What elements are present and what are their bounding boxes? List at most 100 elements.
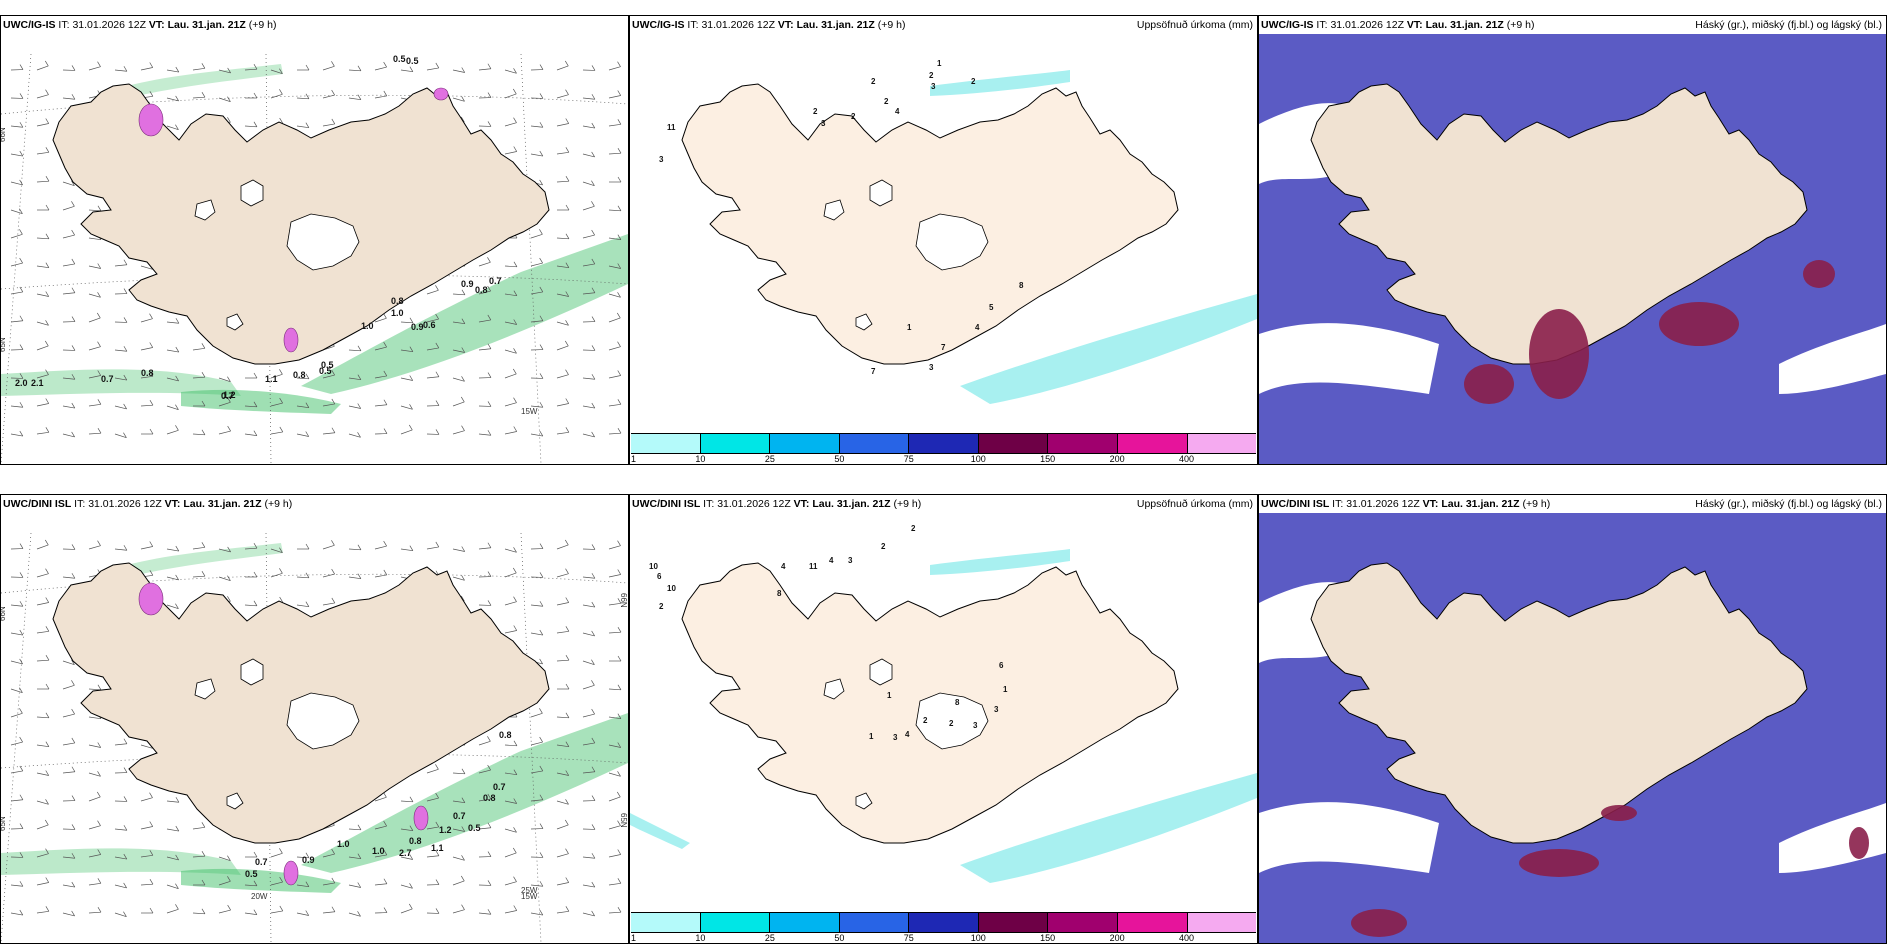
wind-barb-tick (565, 877, 570, 883)
wind-barb-tick (71, 345, 76, 351)
wind-barb (608, 688, 621, 691)
wind-barb-tick (45, 848, 49, 854)
wind-speed-label: 0.5 (321, 360, 334, 370)
wind-barb-tick (461, 318, 466, 324)
wind-barb-tick (461, 546, 466, 552)
wind-barb (400, 405, 413, 410)
wind-barb (400, 800, 413, 803)
wind-barb (452, 909, 465, 914)
wind-barb (192, 67, 205, 71)
wind-barb (62, 234, 75, 239)
wind-speed-label: 0.8 (483, 793, 496, 803)
wind-barb (608, 123, 621, 127)
precip-label: 1 (907, 323, 912, 332)
wind-barb (582, 713, 595, 718)
wind-barb-tick (513, 876, 517, 882)
wind-barb (88, 911, 101, 914)
wind-barb (556, 824, 569, 830)
wind-barb (166, 828, 179, 832)
wind-barb (270, 431, 283, 435)
wind-barb (140, 67, 153, 71)
wind-barb-tick (539, 315, 544, 321)
wind-barb-tick (123, 432, 127, 438)
wind-barb (296, 912, 309, 916)
wind-barb (478, 68, 491, 71)
wind-speed-label: 2.1 (31, 378, 44, 388)
wind-barb-tick (175, 825, 180, 832)
wind-barb-tick (19, 373, 24, 379)
wind-speed-label: 1.2 (223, 390, 236, 400)
wind-barb-tick (513, 117, 517, 123)
wind-barb-tick (539, 629, 544, 636)
wind-speed-label: 0.5 (468, 823, 481, 833)
colorbar-tick: 50 (834, 933, 845, 943)
wind-barb-tick (19, 286, 24, 293)
wind-barb-tick (617, 569, 622, 575)
wind-barb (36, 716, 49, 719)
precip-map: 22106102248113418313422316 (630, 513, 1257, 913)
wind-barb (166, 69, 179, 73)
wind-barb-tick (512, 847, 517, 854)
wind-barb-tick (539, 122, 544, 128)
wind-barb-tick (305, 601, 310, 607)
cloud-gap (1779, 324, 1886, 394)
wind-barb (62, 713, 75, 718)
wind-barb-tick (591, 374, 596, 380)
wind-barb-tick (97, 370, 102, 376)
wind-barb-tick (565, 654, 570, 661)
wind-barb (504, 744, 517, 747)
wind-barb (478, 433, 491, 436)
wind-barb (140, 375, 153, 379)
wind-barb-tick (71, 824, 76, 830)
wind-barb-tick (539, 909, 544, 916)
wind-barb-tick (591, 122, 596, 129)
wind-barb-tick (409, 796, 414, 803)
wind-barb (582, 884, 595, 888)
wind-barb-tick (513, 426, 518, 432)
wind-barb-tick (513, 348, 517, 354)
wind-barb (556, 772, 569, 776)
wind-barb-tick (513, 596, 517, 602)
wind-barb-tick (19, 229, 23, 235)
precip-label: 4 (829, 556, 834, 565)
wind-barb (114, 912, 127, 918)
wind-barb-tick (435, 429, 440, 435)
wind-barb (270, 69, 283, 75)
wind-barb-tick (279, 426, 284, 433)
lon-line (265, 53, 272, 464)
snow-blob (138, 103, 164, 137)
wind-barb (530, 741, 543, 746)
wind-speed-label: 0.8 (409, 836, 422, 846)
wind-barb-tick (45, 568, 49, 574)
wind-barb (166, 377, 179, 382)
graticule-label: 66N (1, 606, 7, 621)
wind-barb-tick (149, 91, 154, 97)
wind-barb (504, 151, 517, 155)
wind-barb (608, 293, 621, 298)
wind-barb-tick (539, 572, 544, 578)
wind-barb-tick (539, 150, 544, 157)
wind-barb (400, 377, 413, 381)
wind-barb (504, 601, 517, 606)
wind-barb (36, 123, 49, 127)
wind-barb (504, 293, 517, 297)
precip-label: 6 (657, 572, 662, 581)
iceland-landmass (681, 562, 1179, 844)
wind-barb (62, 576, 75, 579)
wind-barb (504, 373, 517, 379)
wind-barb (556, 123, 569, 127)
wind-barb (10, 712, 23, 718)
wind-barb-tick (227, 904, 231, 911)
snowfall-areas (138, 87, 449, 353)
wind-barb-tick (19, 765, 24, 772)
wind-barb-tick (19, 344, 24, 350)
colorbar-tick: 150 (1040, 454, 1056, 464)
wind-barb-tick (123, 853, 128, 860)
wind-barb (478, 261, 491, 267)
wind-speed-label: 1.0 (391, 308, 404, 318)
wind-barb-tick (45, 799, 49, 805)
colorbar-tick: 75 (903, 933, 914, 943)
wind-barb-tick (591, 544, 596, 550)
wind-barb-tick (45, 291, 50, 297)
wind-barb (166, 856, 179, 861)
